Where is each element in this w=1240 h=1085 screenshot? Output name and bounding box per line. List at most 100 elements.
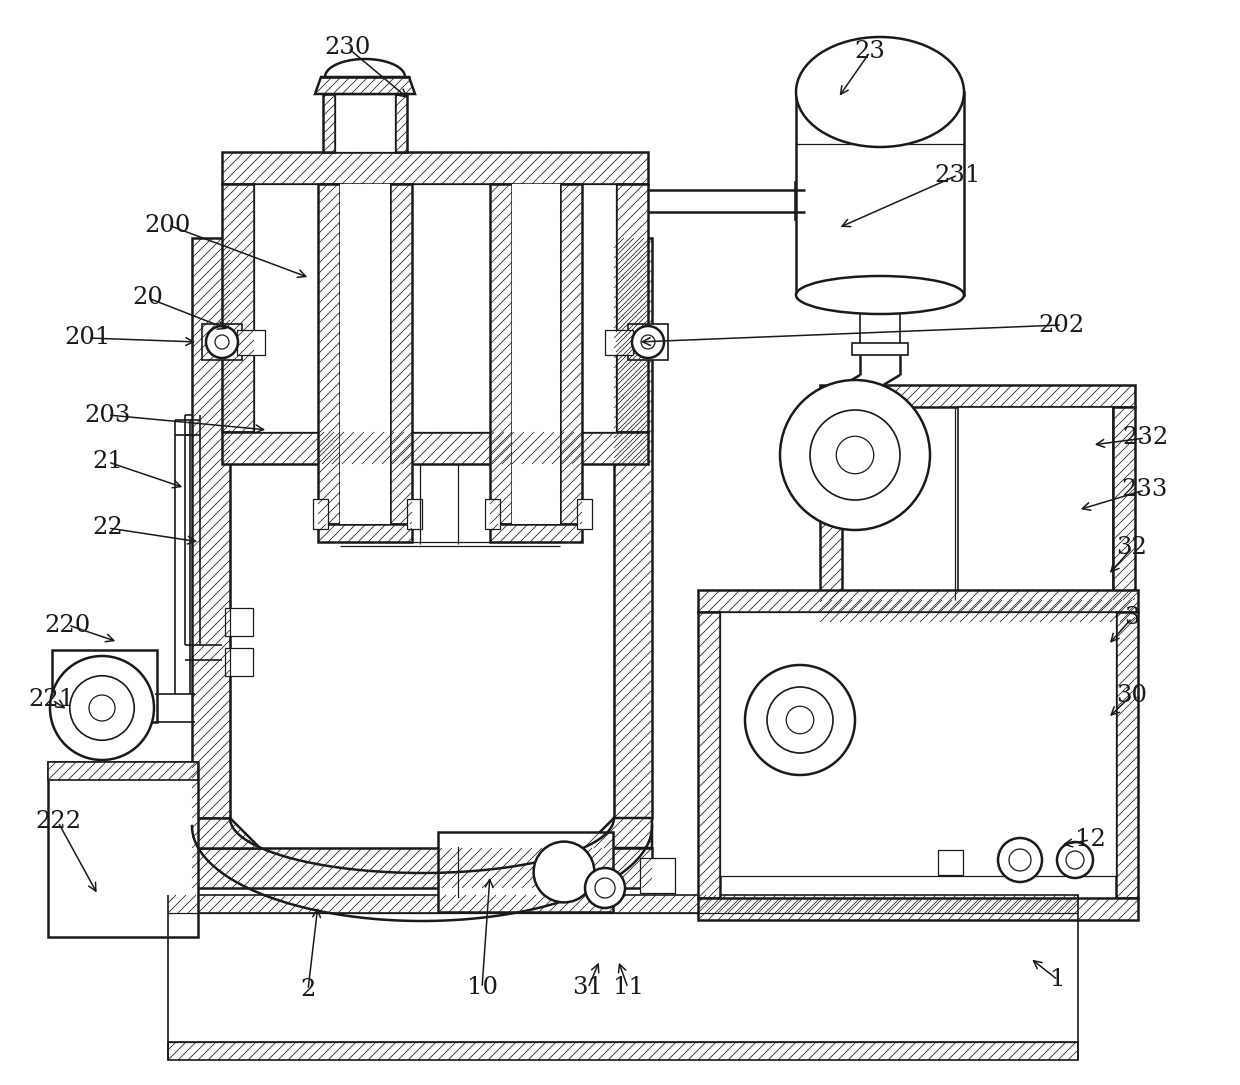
Bar <box>48 762 198 937</box>
Bar <box>340 184 391 524</box>
Bar <box>490 184 512 524</box>
Bar <box>222 432 649 464</box>
Bar <box>317 524 412 542</box>
Bar <box>698 898 1138 920</box>
Text: 1: 1 <box>1050 969 1065 992</box>
Circle shape <box>206 326 238 358</box>
Circle shape <box>998 838 1042 882</box>
Bar <box>222 152 649 184</box>
Bar <box>1116 612 1138 898</box>
Circle shape <box>780 380 930 529</box>
Text: 220: 220 <box>45 613 91 637</box>
Bar <box>335 94 396 152</box>
Text: 232: 232 <box>1122 426 1168 449</box>
Text: 10: 10 <box>466 976 497 999</box>
Bar <box>720 612 1116 876</box>
Bar <box>48 762 198 780</box>
Text: 221: 221 <box>29 689 76 712</box>
Bar <box>224 608 253 636</box>
Text: 3: 3 <box>1125 607 1140 629</box>
Bar <box>254 184 616 432</box>
Bar <box>222 184 254 432</box>
Text: 22: 22 <box>93 516 123 539</box>
Bar <box>312 499 329 529</box>
Circle shape <box>533 842 594 903</box>
Text: 32: 32 <box>1116 536 1147 560</box>
Text: 200: 200 <box>145 214 191 237</box>
Bar <box>560 184 582 524</box>
Bar <box>796 92 963 295</box>
Bar <box>52 650 157 722</box>
Circle shape <box>786 706 813 733</box>
Text: 20: 20 <box>133 286 164 309</box>
Circle shape <box>69 676 134 740</box>
Circle shape <box>641 335 655 349</box>
Text: 231: 231 <box>935 164 981 187</box>
Bar <box>322 94 335 152</box>
Text: 233: 233 <box>1122 478 1168 501</box>
Bar <box>605 330 632 355</box>
Bar <box>490 524 582 542</box>
Bar <box>237 330 265 355</box>
Circle shape <box>768 687 833 753</box>
Text: 201: 201 <box>64 327 112 349</box>
Bar <box>852 343 908 355</box>
Bar <box>795 182 813 220</box>
Bar <box>640 858 675 893</box>
Bar <box>317 184 340 524</box>
Text: 23: 23 <box>854 40 885 64</box>
Circle shape <box>745 665 856 775</box>
Bar <box>512 184 560 524</box>
Bar <box>616 184 649 432</box>
Circle shape <box>585 868 625 908</box>
Bar <box>396 94 407 152</box>
Bar <box>820 407 842 600</box>
Bar <box>937 850 963 875</box>
Bar <box>407 499 422 529</box>
Bar <box>485 499 500 529</box>
Circle shape <box>1009 848 1030 871</box>
Bar <box>698 612 720 898</box>
Bar <box>820 385 1135 407</box>
Bar <box>959 407 1114 600</box>
Circle shape <box>632 326 663 358</box>
Polygon shape <box>315 77 415 94</box>
Bar <box>627 324 668 360</box>
Text: 11: 11 <box>613 976 644 999</box>
Bar <box>192 848 652 888</box>
Bar <box>167 895 1078 912</box>
Ellipse shape <box>796 37 963 146</box>
Text: 2: 2 <box>300 979 316 1001</box>
Bar <box>167 1042 1078 1060</box>
Bar <box>202 324 242 360</box>
Text: 12: 12 <box>1075 829 1105 852</box>
Circle shape <box>215 335 229 349</box>
Text: 203: 203 <box>84 404 131 426</box>
Circle shape <box>810 410 900 500</box>
Circle shape <box>50 656 154 759</box>
Circle shape <box>836 436 874 474</box>
Circle shape <box>89 695 115 722</box>
Bar <box>1114 407 1135 600</box>
Text: 21: 21 <box>93 450 124 473</box>
Text: 202: 202 <box>1039 314 1085 336</box>
Text: 230: 230 <box>325 37 371 60</box>
Bar <box>224 648 253 676</box>
Bar <box>614 238 652 818</box>
Bar <box>192 238 229 818</box>
Text: 30: 30 <box>1116 684 1147 706</box>
Circle shape <box>595 878 615 898</box>
Ellipse shape <box>796 276 963 314</box>
Bar <box>698 590 1138 612</box>
Polygon shape <box>584 818 652 848</box>
Polygon shape <box>192 818 260 848</box>
Bar <box>438 832 613 912</box>
Bar <box>577 499 591 529</box>
Circle shape <box>1056 842 1092 878</box>
Bar <box>391 184 412 524</box>
Text: 222: 222 <box>35 810 81 833</box>
Text: 31: 31 <box>573 976 604 999</box>
Bar <box>861 290 900 345</box>
Circle shape <box>1066 851 1084 869</box>
Bar <box>820 600 1135 622</box>
